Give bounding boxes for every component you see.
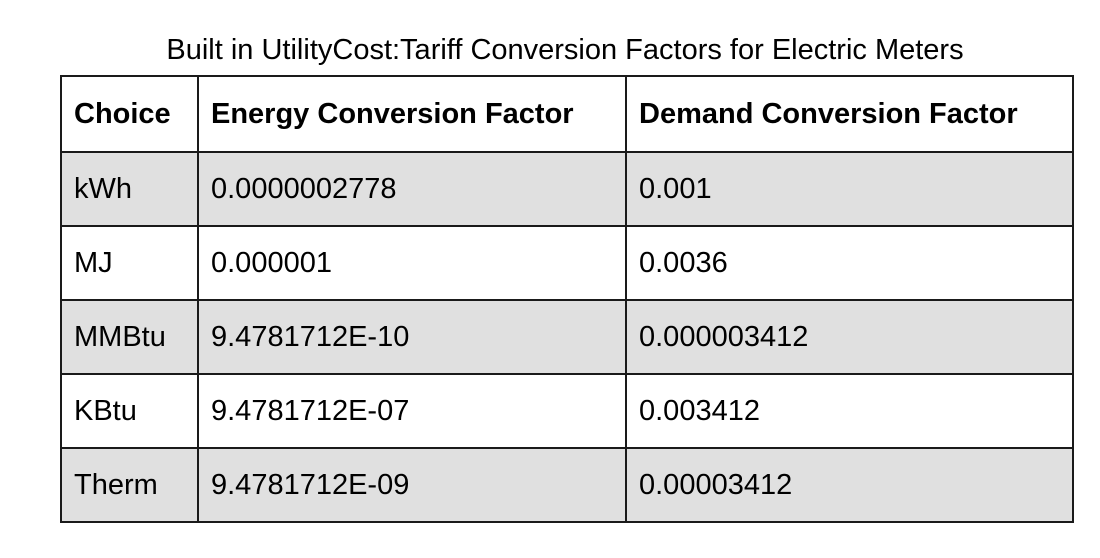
- table-caption: Built in UtilityCost:Tariff Conversion F…: [166, 34, 964, 66]
- header-demand-conversion-factor: Demand Conversion Factor: [625, 75, 1074, 153]
- cell-demand-factor: 0.0036: [625, 225, 1074, 301]
- cell-demand-factor: 0.003412: [625, 373, 1074, 449]
- cell-choice: KBtu: [60, 373, 199, 449]
- table-row: MMBtu 9.4781712E-10 0.000003412: [60, 299, 1074, 375]
- header-choice: Choice: [60, 75, 199, 153]
- table-row: Therm 9.4781712E-09 0.00003412: [60, 447, 1074, 523]
- table-header-row: Choice Energy Conversion Factor Demand C…: [60, 75, 1074, 153]
- cell-energy-factor: 0.0000002778: [197, 151, 627, 227]
- cell-choice: MJ: [60, 225, 199, 301]
- header-energy-conversion-factor: Energy Conversion Factor: [197, 75, 627, 153]
- cell-demand-factor: 0.00003412: [625, 447, 1074, 523]
- conversion-factors-table: Choice Energy Conversion Factor Demand C…: [60, 75, 1074, 523]
- cell-energy-factor: 9.4781712E-10: [197, 299, 627, 375]
- table-row: MJ 0.000001 0.0036: [60, 225, 1074, 301]
- cell-choice: kWh: [60, 151, 199, 227]
- cell-energy-factor: 0.000001: [197, 225, 627, 301]
- cell-energy-factor: 9.4781712E-07: [197, 373, 627, 449]
- cell-demand-factor: 0.000003412: [625, 299, 1074, 375]
- cell-choice: Therm: [60, 447, 199, 523]
- cell-choice: MMBtu: [60, 299, 199, 375]
- table-row: KBtu 9.4781712E-07 0.003412: [60, 373, 1074, 449]
- table-row: kWh 0.0000002778 0.001: [60, 151, 1074, 227]
- cell-demand-factor: 0.001: [625, 151, 1074, 227]
- cell-energy-factor: 9.4781712E-09: [197, 447, 627, 523]
